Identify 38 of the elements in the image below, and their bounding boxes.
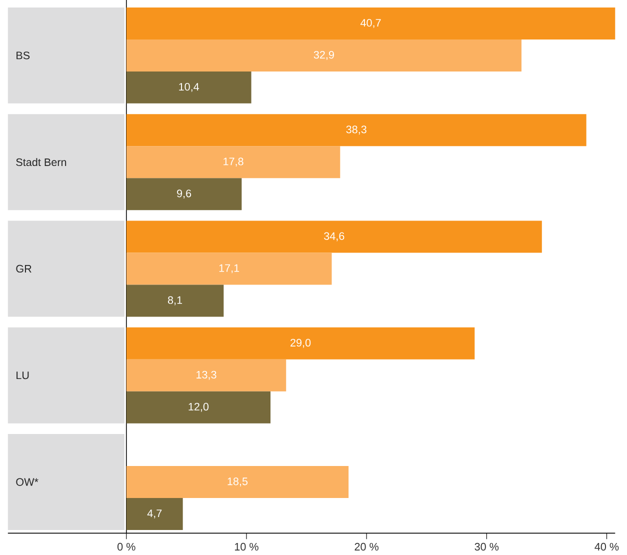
- y-tick-label: OW*: [16, 478, 38, 486]
- x-tick-label: 10 %: [234, 542, 258, 551]
- bar: [126, 114, 586, 146]
- data-label: 9,6: [177, 190, 192, 199]
- data-label: 18,5: [228, 478, 248, 487]
- x-tick-label: 40 %: [594, 542, 619, 551]
- data-label: 38,3: [346, 126, 366, 135]
- data-label: 13,3: [196, 370, 216, 380]
- data-label: 40,7: [360, 19, 381, 28]
- y-tick-label: BS: [16, 52, 30, 60]
- data-label: 12,0: [188, 402, 209, 412]
- x-tick-label: 0 %: [117, 542, 136, 551]
- data-label: 10,4: [179, 83, 200, 92]
- bar: [126, 71, 252, 104]
- y-tick-label: Stadt Bern: [16, 158, 66, 166]
- data-label: 17,8: [224, 158, 244, 167]
- data-label: 8,1: [168, 296, 182, 306]
- y-tick-label: LU: [16, 372, 29, 380]
- bar: [126, 359, 286, 392]
- bar: [126, 498, 183, 530]
- bar: [126, 220, 542, 253]
- bar: [126, 8, 616, 40]
- data-label: 34,6: [324, 232, 344, 242]
- bar: [126, 466, 349, 498]
- data-label: 4,7: [147, 510, 162, 518]
- bar: [126, 178, 242, 210]
- data-label: 17,1: [219, 264, 240, 274]
- x-tick-label: 30 %: [474, 542, 499, 551]
- bar: [126, 284, 224, 317]
- x-tick-label: 20 %: [354, 542, 378, 551]
- bar: [126, 146, 340, 178]
- data-label: 32,9: [314, 51, 334, 60]
- data-label: 29,0: [290, 338, 311, 348]
- bar: [126, 40, 522, 72]
- bar: [126, 252, 332, 285]
- bar: [126, 391, 270, 424]
- bar: [126, 327, 475, 360]
- y-tick-label: GR: [16, 264, 32, 273]
